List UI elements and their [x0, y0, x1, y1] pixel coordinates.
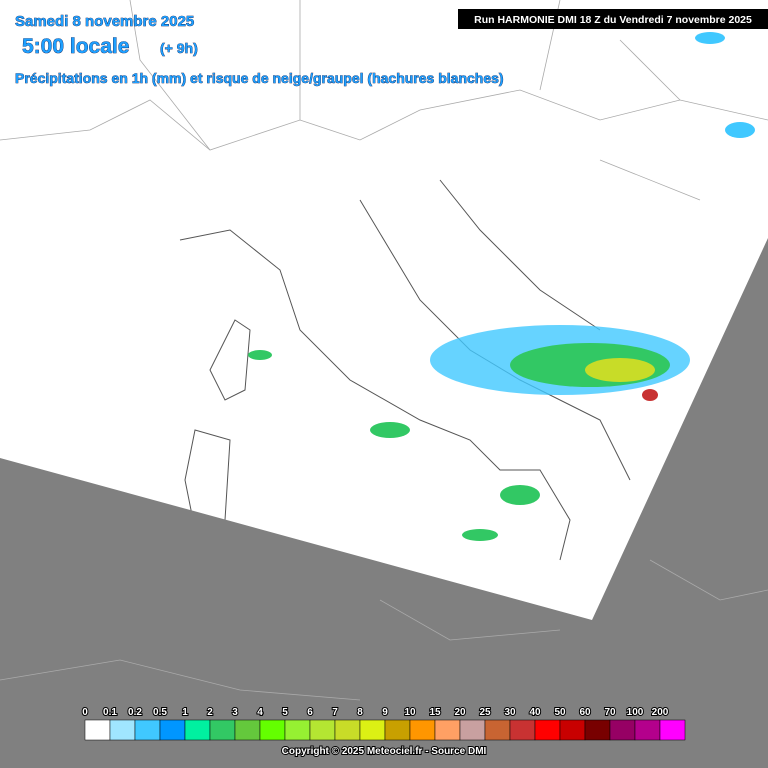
legend-swatch: [409, 719, 436, 741]
precip-area: [642, 389, 658, 401]
precip-area: [462, 529, 498, 541]
precipitation: [248, 32, 755, 541]
legend-swatch: [134, 719, 161, 741]
forecast-offset: (+ 9h): [160, 40, 198, 56]
subtitle: Précipitations en 1h (mm) et risque de n…: [15, 70, 504, 86]
legend-label: 200: [652, 707, 669, 718]
legend-swatch: [559, 719, 586, 741]
legend-label: 40: [529, 707, 541, 718]
legend-label: 50: [554, 707, 566, 718]
legend-label: 2: [207, 707, 213, 718]
legend-label: 70: [604, 707, 616, 718]
legend-swatch: [234, 719, 261, 741]
legend-label: 5: [282, 707, 288, 718]
legend-label: 0.2: [128, 707, 142, 718]
date: Samedi 8 novembre 2025: [15, 13, 194, 30]
outside-domain: [0, 238, 768, 768]
legend-label: 9: [382, 707, 388, 718]
legend-label: 25: [479, 707, 491, 718]
legend-label: 100: [627, 707, 644, 718]
legend-swatch: [84, 719, 111, 741]
legend-swatch: [259, 719, 286, 741]
legend-swatch: [284, 719, 311, 741]
legend-swatch: [159, 719, 186, 741]
legend-label: 30: [504, 707, 516, 718]
borders: [0, 89, 768, 151]
legend-swatch: [309, 719, 336, 741]
precip-area: [585, 358, 655, 382]
legend-swatch: [634, 719, 661, 741]
run-box: [458, 9, 768, 29]
legend: 0 0.1 0.2 0.5 1 2 3 4 5 6 7 8 9 10 15 20 25 30 40 50 60 70 100…: [81, 706, 686, 741]
legend-label: 10: [404, 707, 416, 718]
copyright: Copyright © 2025 Meteociel.fr - Source D…: [282, 746, 487, 757]
legend-swatch: [584, 719, 611, 741]
legend-swatch: [659, 719, 686, 741]
legend-label: 4: [257, 707, 263, 718]
borders: [129, 0, 701, 201]
legend-label: 6: [307, 707, 313, 718]
legend-label: 8: [357, 707, 363, 718]
legend-swatch: [384, 719, 411, 741]
legend-swatch: [184, 719, 211, 741]
precip-area: [370, 422, 410, 438]
legend-label: 15: [429, 707, 441, 718]
legend-label: 3: [232, 707, 238, 718]
legend-swatch: [109, 719, 136, 741]
legend-swatch: [484, 719, 511, 741]
legend-swatch: [609, 719, 636, 741]
legend-label: 7: [332, 707, 338, 718]
legend-swatch: [334, 719, 361, 741]
run-info: Run HARMONIE DMI 18 Z du Vendredi 7 nove…: [474, 14, 752, 26]
precip-area: [248, 350, 272, 360]
legend-label: 0: [82, 707, 88, 718]
legend-swatch: [509, 719, 536, 741]
precip-area: [500, 485, 540, 505]
legend-swatch: [209, 719, 236, 741]
legend-label: 60: [579, 707, 591, 718]
precip-area: [695, 32, 725, 44]
legend-label: 0.1: [103, 707, 117, 718]
local-time: 5:00 locale: [22, 35, 129, 58]
legend-swatch: [459, 719, 486, 741]
legend-swatch: [534, 719, 561, 741]
legend-label: 0.5: [153, 707, 167, 718]
legend-label: 1: [182, 707, 188, 718]
legend-swatch: [434, 719, 461, 741]
precip-area: [725, 122, 755, 138]
borders: [0, 559, 768, 701]
legend-label: 20: [454, 707, 466, 718]
legend-swatch: [359, 719, 386, 741]
